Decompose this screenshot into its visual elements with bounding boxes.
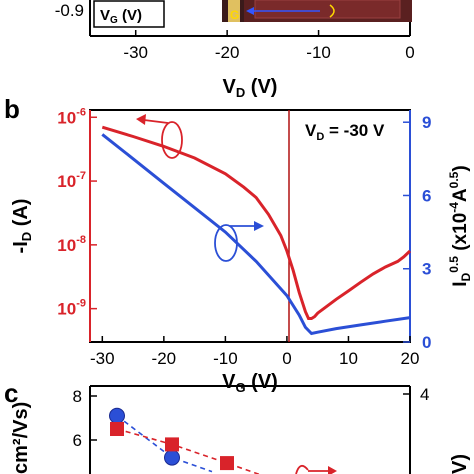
panel-b-xtick-label: 10 [339, 349, 358, 368]
panel-a-xlabel: VD (V) [223, 76, 278, 100]
panel-a-xticks: -30 -20 -10 0 [123, 30, 415, 62]
panel-a-inset-curl [329, 4, 335, 18]
panel-b-red-arrowhead [136, 114, 146, 125]
panel-c-label: c [4, 378, 18, 408]
panel-b-xtick-label: -10 [213, 349, 238, 368]
panel-c-ellipse-partial [295, 464, 309, 474]
panel-c-circle-point [109, 407, 125, 424]
panel-b-right-ticks: 0 3 6 9 [403, 113, 431, 352]
panel-a-xtick-label: 0 [405, 43, 414, 62]
panel-b-right-tick-label: 0 [422, 333, 431, 352]
panel-b-right-tick-label: 3 [422, 260, 431, 279]
panel-a-legend-text: VG (V) [100, 7, 142, 26]
panel-c-left-ticks: 68 [73, 387, 97, 450]
panel-a-inset-label: G [230, 8, 239, 22]
panel-b-red-arrow-line [143, 119, 169, 124]
panel-a-ytick: -0.9 [55, 1, 84, 20]
panel-c-left-tick-label: 6 [73, 431, 82, 450]
panel-c-left-ylabel: cm²/Vs) [10, 402, 32, 474]
panel-b-left-tick-label: 10-7 [57, 170, 86, 191]
panel-a-xtick-label: -20 [215, 43, 240, 62]
panel-b-annotation: VD = -30 V [305, 121, 385, 143]
panel-a-device-photo-inner [254, 0, 401, 19]
panel-b-xtick-label: 0 [282, 349, 291, 368]
panel-c-square-point [220, 456, 234, 471]
panel-b-xtick-label: -30 [90, 349, 115, 368]
panel-a-inset-electrode [228, 0, 240, 22]
panel-c-square-point [110, 422, 124, 436]
panel-b-series-red [101, 125, 412, 320]
panel-b-series-blue [101, 133, 411, 336]
panel-b-left-tick-label: 10-8 [57, 234, 86, 255]
panel-b-right-tick-label: 6 [422, 186, 431, 205]
panel-a-inset-arrowhead [246, 7, 254, 15]
panel-b-blue-ellipse [214, 224, 238, 262]
panel-b-label: b [4, 94, 20, 124]
panel-b-xlabel: VG (V) [222, 371, 278, 395]
panel-b-left-tick-label: 10-6 [57, 106, 86, 127]
panel-c-square-point [165, 437, 179, 452]
panel-a-xtick-label: -30 [123, 43, 148, 62]
panel-a-legend-box [93, 0, 165, 28]
panel-c-right-tick: 4 [420, 385, 429, 404]
panel-c-left-tick-label: 8 [73, 387, 82, 406]
panel-b-left-ylabel: -ID (A) [10, 199, 34, 254]
panel-a: -0.9 -30 -20 -10 0 VG (V) G VD (V) [55, 0, 415, 100]
panel-b-blue-arrowhead [254, 221, 264, 231]
panel-b: b -30 -20 -10 0 10 20 10-6 10-7 10-8 10-9 0 3 6 9 V… [4, 94, 473, 395]
panel-b-xtick-label: 20 [401, 349, 420, 368]
panel-b-xtick-label: -20 [152, 349, 177, 368]
panel-c-arrowhead [328, 466, 337, 474]
panel-c-circle-point [164, 449, 180, 466]
panel-c-series-line [116, 415, 213, 473]
panel-b-red-ellipse [161, 121, 183, 159]
panel-b-left-ticks: 10-6 10-7 10-8 10-9 [57, 106, 97, 319]
panel-a-xtick-label: -10 [306, 43, 331, 62]
panel-c: c 68 4 cm²/Vs) V) [4, 378, 471, 474]
panel-c-right-ylabel: V) [449, 454, 471, 474]
panel-b-right-ylabel: ID0.5 (x10-4A0.5) [447, 165, 473, 286]
panel-c-series-line [116, 428, 261, 474]
panel-b-right-tick-label: 9 [422, 113, 431, 132]
panel-c-series [109, 407, 261, 474]
panel-b-xticks: -30 -20 -10 0 10 20 [90, 336, 419, 368]
panel-b-left-tick-label: 10-9 [57, 298, 86, 319]
